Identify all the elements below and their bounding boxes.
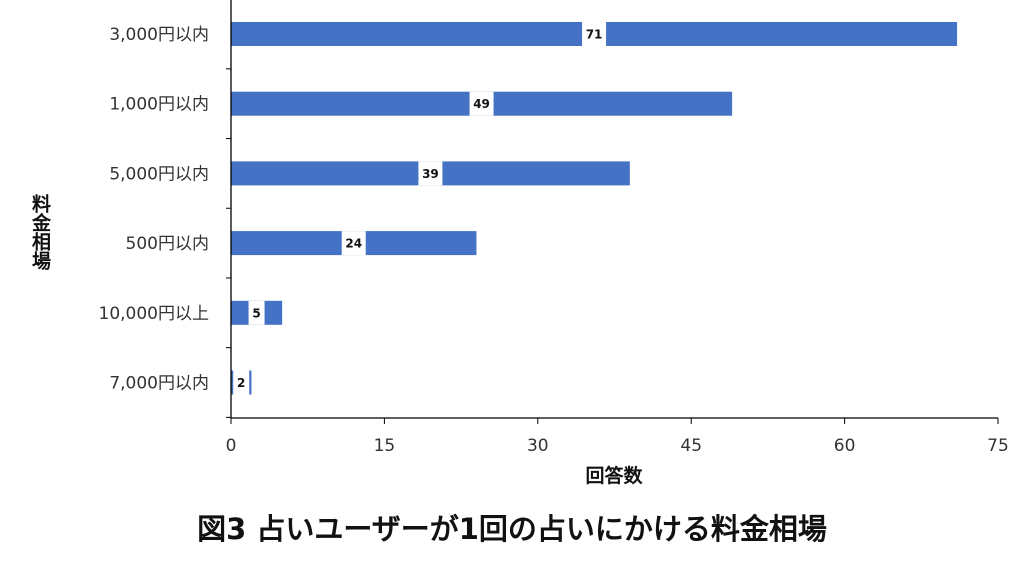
- data-label: 71: [586, 28, 603, 42]
- data-label: 49: [473, 97, 490, 111]
- data-label: 2: [237, 376, 245, 390]
- category-label: 3,000円以内: [109, 25, 209, 45]
- data-label-box: [341, 231, 366, 256]
- bars-layer: 71 49 39 24 5 2: [231, 22, 958, 395]
- bar-chart: 71 49 39 24 5 2 0 15 30 45 60 75 3,000円以内 1,000円以内 5,…: [29, 0, 1009, 487]
- x-tick-label: 0: [226, 436, 237, 456]
- category-label: 500円以内: [126, 234, 209, 254]
- data-label-box: [469, 91, 494, 116]
- x-tick-label: 75: [987, 436, 1009, 456]
- figure-caption: 図3 占いユーザーが1回の占いにかける料金相場: [197, 512, 827, 546]
- data-label: 39: [422, 167, 439, 181]
- category-label: 7,000円以内: [109, 374, 209, 394]
- data-label-box: [248, 300, 265, 325]
- data-label-box: [233, 370, 250, 395]
- x-tick-label: 15: [374, 436, 396, 456]
- x-axis-title: 回答数: [585, 464, 643, 487]
- data-label: 5: [252, 306, 260, 320]
- x-tick-label: 45: [680, 436, 702, 456]
- data-label-box: [418, 161, 443, 186]
- category-label: 5,000円以内: [109, 164, 209, 184]
- data-label-box: [582, 22, 607, 46]
- x-tick-label: 60: [834, 436, 856, 456]
- category-label: 1,000円以内: [109, 95, 209, 115]
- axis-layer: 0 15 30 45 60 75 3,000円以内 1,000円以内 5,000円以内 500円以…: [99, 0, 1009, 456]
- data-label: 24: [345, 237, 362, 251]
- category-label: 10,000円以上: [99, 304, 209, 324]
- y-axis-title: 料金相場: [29, 193, 52, 271]
- x-tick-label: 30: [527, 436, 549, 456]
